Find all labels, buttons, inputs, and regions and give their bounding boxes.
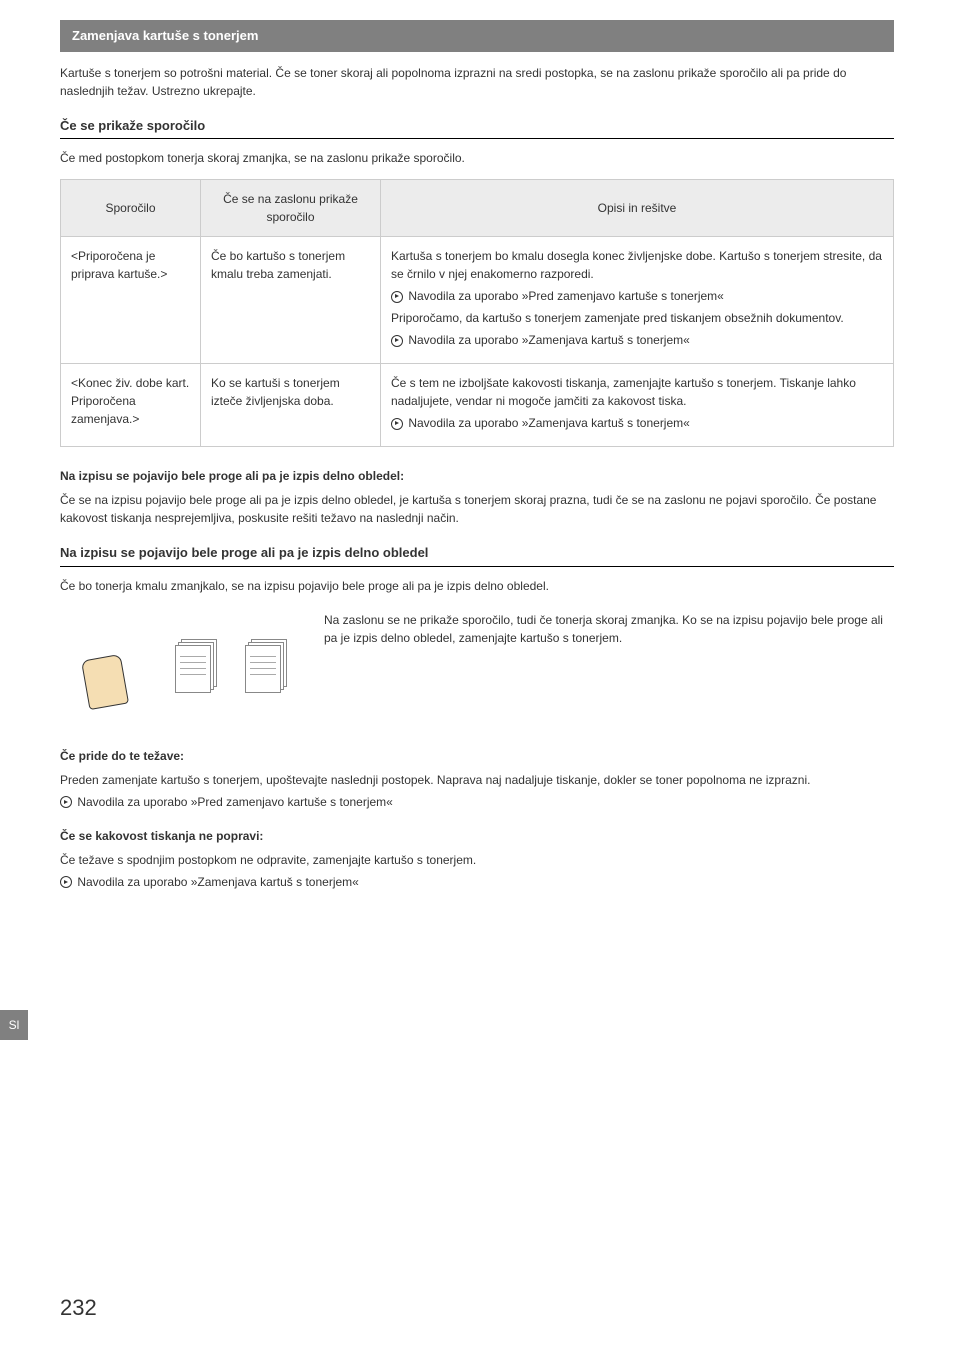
- arrow-right-icon: [391, 291, 403, 303]
- heading-message: Če se prikaže sporočilo: [60, 116, 894, 140]
- table-row: <Priporočena je priprava kartuše.>Če bo …: [61, 237, 894, 364]
- solution-line: Kartuša s tonerjem bo kmalu dosegla kone…: [391, 247, 883, 283]
- cell-message: <Konec živ. dobe kart. Priporočena zamen…: [61, 364, 201, 447]
- image-caption-row: Na zaslonu se ne prikaže sporočilo, tudi…: [60, 607, 894, 727]
- quality-para: Če težave s spodnjim postopkom ne odprav…: [60, 851, 894, 869]
- doc-stack-icon: [175, 639, 215, 694]
- bold-quality: Če se kakovost tiskanja ne popravi:: [60, 827, 894, 845]
- cell-condition: Če bo kartušo s tonerjem kmalu treba zam…: [201, 237, 381, 364]
- arrow-right-icon: [60, 876, 72, 888]
- hand-icon: [75, 627, 145, 707]
- page-number: 232: [60, 1291, 97, 1324]
- section-header: Zamenjava kartuše s tonerjem: [60, 20, 894, 52]
- cell-message: <Priporočena je priprava kartuše.>: [61, 237, 201, 364]
- messages-table: Sporočilo Če se na zaslonu prikaže sporo…: [60, 179, 894, 447]
- language-tab: Sl: [0, 1010, 28, 1040]
- doc-stack-icon-2: [245, 639, 285, 694]
- problem-para: Preden zamenjate kartušo s tonerjem, upo…: [60, 771, 894, 789]
- cell-solution: Kartuša s tonerjem bo kmalu dosegla kone…: [381, 237, 894, 364]
- arrow-right-icon: [391, 418, 403, 430]
- solution-line: Priporočamo, da kartušo s tonerjem zamen…: [391, 309, 883, 327]
- arrow-right-icon: [60, 796, 72, 808]
- th-message: Sporočilo: [61, 180, 201, 237]
- streaks-para: Če se na izpisu pojavijo bele proge ali …: [60, 491, 894, 527]
- link-text: Navodila za uporabo »Pred zamenjavo kart…: [77, 795, 393, 809]
- solution-line: Navodila za uporabo »Pred zamenjavo kart…: [391, 287, 883, 305]
- link-replace: Navodila za uporabo »Zamenjava kartuš s …: [60, 873, 894, 891]
- solution-line: Če s tem ne izboljšate kakovosti tiskanj…: [391, 374, 883, 410]
- heading-streaks: Na izpisu se pojavijo bele proge ali pa …: [60, 543, 894, 567]
- bold-streaks-title: Na izpisu se pojavijo bele proge ali pa …: [60, 467, 894, 485]
- heading2-sub: Če bo tonerja kmalu zmanjkalo, se na izp…: [60, 577, 894, 595]
- illustration-caption: Na zaslonu se ne prikaže sporočilo, tudi…: [324, 607, 894, 647]
- bold-problem: Če pride do te težave:: [60, 747, 894, 765]
- heading1-sub: Če med postopkom tonerja skoraj zmanjka,…: [60, 149, 894, 167]
- table-row: <Konec živ. dobe kart. Priporočena zamen…: [61, 364, 894, 447]
- cell-solution: Če s tem ne izboljšate kakovosti tiskanj…: [381, 364, 894, 447]
- table-body: <Priporočena je priprava kartuše.>Če bo …: [61, 237, 894, 447]
- link-pre-replace: Navodila za uporabo »Pred zamenjavo kart…: [60, 793, 894, 811]
- solution-line: Navodila za uporabo »Zamenjava kartuš s …: [391, 414, 883, 432]
- arrow-right-icon: [391, 335, 403, 347]
- solution-line: Navodila za uporabo »Zamenjava kartuš s …: [391, 331, 883, 349]
- streaks-illustration: [60, 607, 300, 727]
- cell-condition: Ko se kartuši s tonerjem izteče življenj…: [201, 364, 381, 447]
- th-display: Če se na zaslonu prikaže sporočilo: [201, 180, 381, 237]
- th-solutions: Opisi in rešitve: [381, 180, 894, 237]
- link-text: Navodila za uporabo »Zamenjava kartuš s …: [77, 875, 358, 889]
- intro-text: Kartuše s tonerjem so potrošni material.…: [60, 64, 894, 100]
